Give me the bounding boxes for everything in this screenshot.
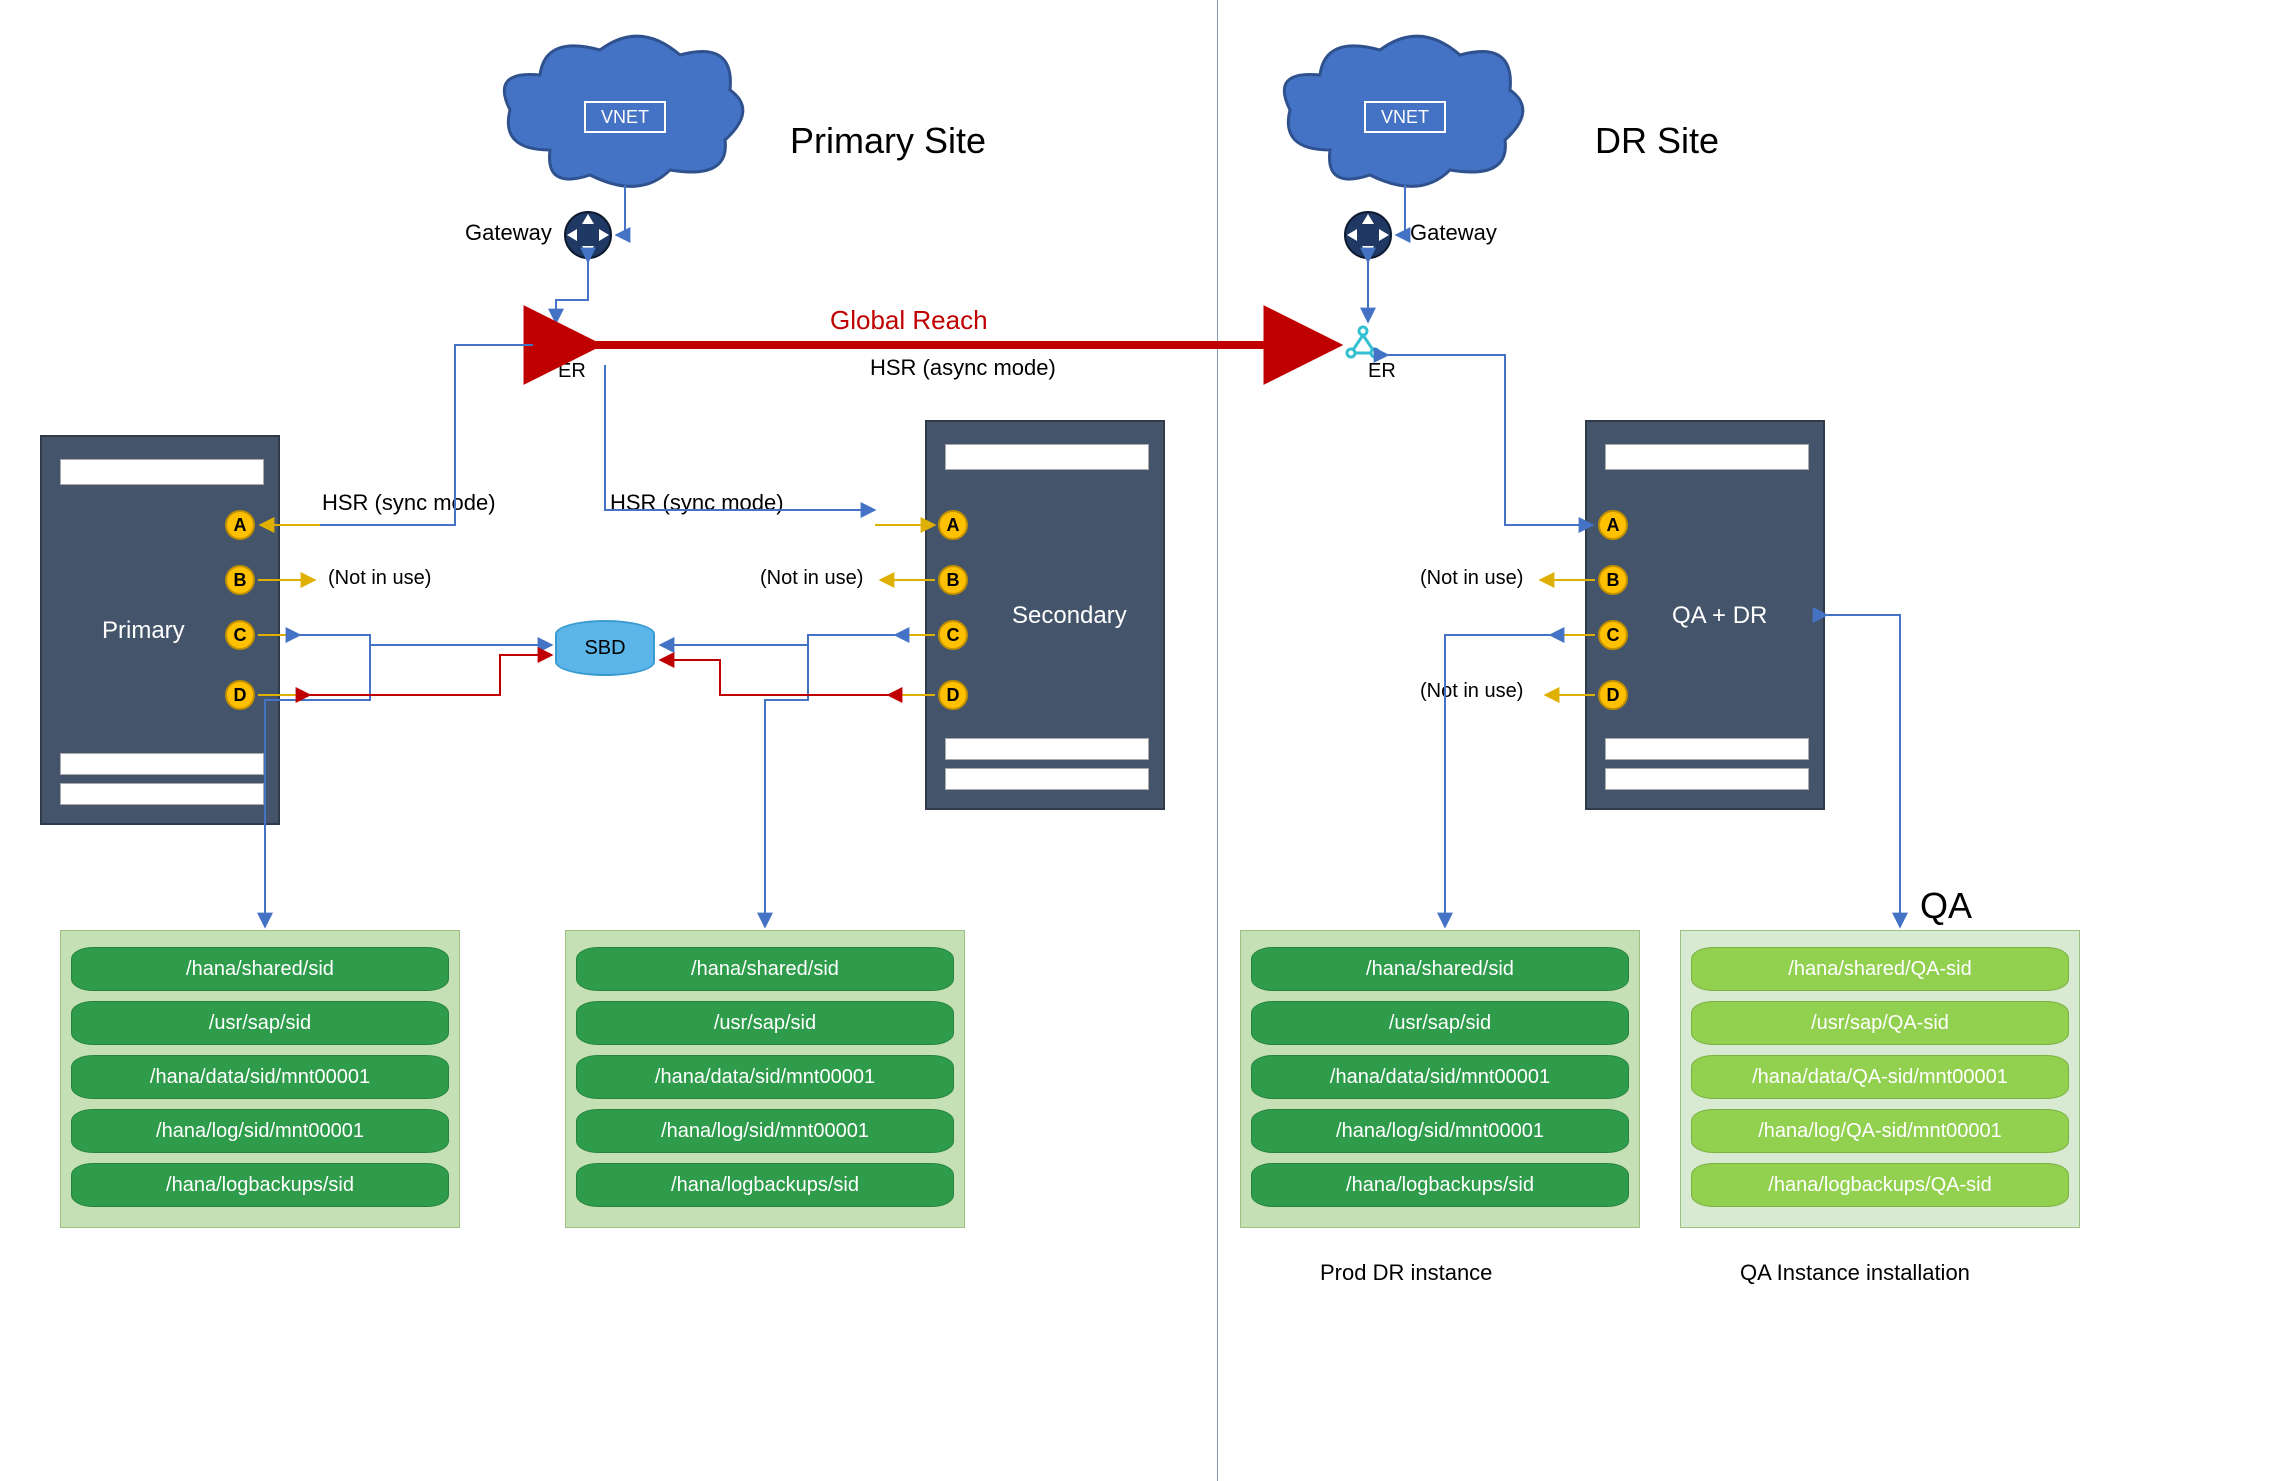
disk: /hana/shared/sid: [1251, 947, 1629, 991]
er-label-primary: ER: [558, 360, 586, 383]
disk: /hana/log/QA-sid/mnt00001: [1691, 1109, 2069, 1153]
disk: /hana/shared/sid: [71, 947, 449, 991]
vnet-label-primary: VNET: [601, 107, 649, 127]
hsr-sync-right-label: HSR (sync mode): [610, 490, 784, 516]
vnet-label-dr: VNET: [1381, 107, 1429, 127]
storage-primary: /hana/shared/sid /usr/sap/sid /hana/data…: [60, 930, 460, 1228]
server-qadr: QA + DR: [1585, 420, 1825, 810]
disk: /hana/log/sid/mnt00001: [1251, 1109, 1629, 1153]
global-reach-label: Global Reach: [830, 305, 988, 336]
disk: /hana/data/sid/mnt00001: [1251, 1055, 1629, 1099]
not-in-use-qadr-d: (Not in use): [1420, 680, 1523, 703]
not-in-use-qadr-b: (Not in use): [1420, 567, 1523, 590]
storage-qa: /hana/shared/QA-sid /usr/sap/QA-sid /han…: [1680, 930, 2080, 1228]
gateway-label-primary: Gateway: [465, 220, 552, 246]
storage-prod-dr-caption: Prod DR instance: [1320, 1260, 1492, 1286]
disk: /hana/logbackups/sid: [1251, 1163, 1629, 1207]
not-in-use-primary: (Not in use): [328, 567, 431, 590]
er-icon-dr: [1345, 325, 1381, 361]
cloud-primary: VNET: [490, 30, 750, 200]
disk: /hana/log/sid/mnt00001: [576, 1109, 954, 1153]
storage-secondary: /hana/shared/sid /usr/sap/sid /hana/data…: [565, 930, 965, 1228]
server-secondary: Secondary: [925, 420, 1165, 810]
er-icon-primary: [535, 325, 571, 361]
disk: /usr/sap/sid: [1251, 1001, 1629, 1045]
disk: /usr/sap/sid: [71, 1001, 449, 1045]
port-primary-b: B: [225, 565, 255, 595]
primary-site-title: Primary Site: [790, 120, 986, 162]
disk: /hana/logbackups/QA-sid: [1691, 1163, 2069, 1207]
hsr-async-label: HSR (async mode): [870, 355, 1056, 381]
disk: /hana/shared/QA-sid: [1691, 947, 2069, 991]
er-label-dr: ER: [1368, 360, 1396, 383]
storage-prod-dr: /hana/shared/sid /usr/sap/sid /hana/data…: [1240, 930, 1640, 1228]
port-secondary-d: D: [938, 680, 968, 710]
server-secondary-label: Secondary: [1012, 602, 1127, 630]
port-primary-a: A: [225, 510, 255, 540]
site-divider: [1217, 0, 1218, 1481]
qa-heading: QA: [1920, 885, 1972, 927]
storage-qa-caption: QA Instance installation: [1740, 1260, 1970, 1286]
port-qadr-a: A: [1598, 510, 1628, 540]
port-qadr-c: C: [1598, 620, 1628, 650]
server-primary-label: Primary: [102, 617, 185, 645]
disk: /usr/sap/sid: [576, 1001, 954, 1045]
dr-site-title: DR Site: [1595, 120, 1719, 162]
gateway-icon-dr: [1343, 210, 1393, 260]
disk: /hana/logbackups/sid: [576, 1163, 954, 1207]
port-qadr-d: D: [1598, 680, 1628, 710]
disk: /hana/logbackups/sid: [71, 1163, 449, 1207]
not-in-use-secondary: (Not in use): [760, 567, 863, 590]
hsr-sync-left-label: HSR (sync mode): [322, 490, 496, 516]
port-secondary-c: C: [938, 620, 968, 650]
disk: /hana/log/sid/mnt00001: [71, 1109, 449, 1153]
disk: /hana/shared/sid: [576, 947, 954, 991]
port-primary-d: D: [225, 680, 255, 710]
disk: /hana/data/QA-sid/mnt00001: [1691, 1055, 2069, 1099]
disk: /usr/sap/QA-sid: [1691, 1001, 2069, 1045]
disk: /hana/data/sid/mnt00001: [576, 1055, 954, 1099]
sbd-label: SBD: [584, 637, 625, 660]
gateway-icon-primary: [563, 210, 613, 260]
port-secondary-a: A: [938, 510, 968, 540]
disk: /hana/data/sid/mnt00001: [71, 1055, 449, 1099]
port-qadr-b: B: [1598, 565, 1628, 595]
port-primary-c: C: [225, 620, 255, 650]
server-qadr-label: QA + DR: [1672, 602, 1767, 630]
sbd-device: SBD: [555, 620, 655, 676]
gateway-label-dr: Gateway: [1410, 220, 1497, 246]
port-secondary-b: B: [938, 565, 968, 595]
cloud-dr: VNET: [1270, 30, 1530, 200]
